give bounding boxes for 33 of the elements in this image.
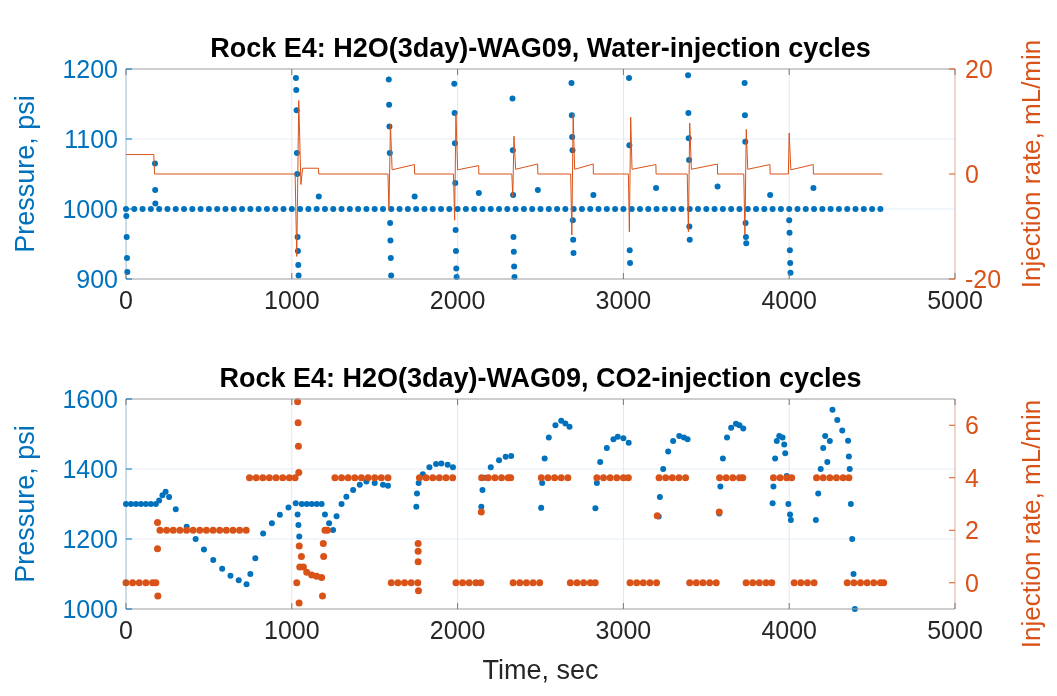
- y2-tick-label: 4: [965, 463, 979, 492]
- y-tick-label: 1400: [62, 454, 118, 483]
- x-tick-label: 5000: [927, 616, 983, 644]
- y-tick-label: 1600: [62, 384, 118, 413]
- x-tick-label: 2000: [429, 286, 486, 314]
- y2-tick-label: 2: [965, 516, 979, 544]
- x-tick-label: 2000: [429, 616, 486, 644]
- y-axis-title: Pressure, psi: [10, 95, 40, 253]
- y2-tick-label: 0: [965, 159, 979, 188]
- y-tick-label: 1200: [62, 524, 118, 553]
- chart-title: Rock E4: H2O(3day)-WAG09, Water-injection cycles: [210, 33, 871, 63]
- x-tick-label: 3000: [595, 616, 652, 644]
- x-tick-label: 4000: [761, 286, 818, 314]
- x-tick-label: 3000: [595, 286, 652, 314]
- y-tick-label: 1000: [62, 194, 118, 223]
- y-tick-label: 1100: [64, 124, 118, 153]
- y2-tick-label: 0: [965, 568, 979, 597]
- x-tick-label: 0: [119, 616, 133, 644]
- x-tick-label: 1000: [263, 286, 320, 314]
- chart-title: Rock E4: H2O(3day)-WAG09, CO2-injection cycles: [219, 363, 862, 393]
- y-tick-label: 1000: [62, 594, 118, 623]
- y2-tick-label: 6: [965, 411, 979, 439]
- line-series: [125, 100, 883, 257]
- x-axis-title: Time, sec: [482, 655, 599, 685]
- y-tick-label: 1200: [62, 54, 118, 83]
- x-tick-label: 0: [119, 286, 133, 314]
- x-tick-label: 1000: [263, 616, 320, 644]
- y-tick-label: 900: [76, 264, 118, 293]
- y-axis-title: Pressure, psi: [10, 425, 40, 583]
- y2-axis-title: Injection rate, mL/min: [1016, 39, 1046, 289]
- y2-tick-label: 20: [965, 54, 993, 83]
- x-tick-label: 4000: [761, 616, 818, 644]
- y2-axis-title: Injection rate, mL/min: [1016, 399, 1046, 649]
